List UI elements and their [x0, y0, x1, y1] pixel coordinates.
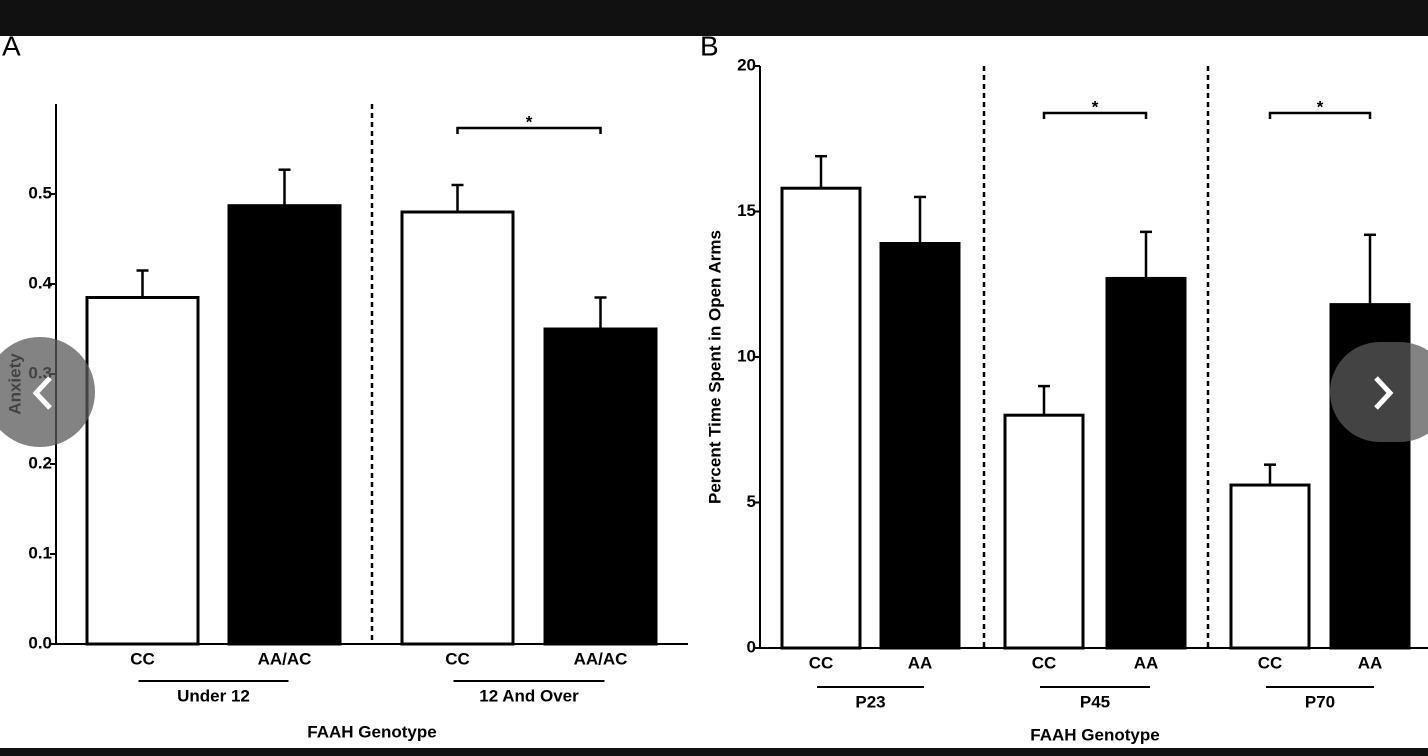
significance-bracket	[1268, 111, 1372, 119]
significance-label: *	[526, 112, 533, 131]
significance-label: *	[1317, 97, 1324, 116]
bar	[1003, 413, 1085, 650]
x-axis-label: FAAH Genotype	[1030, 725, 1159, 744]
bar	[780, 186, 862, 650]
x-axis-label: FAAH Genotype	[307, 722, 436, 741]
significance-bracket	[1042, 111, 1148, 119]
bar	[400, 210, 515, 646]
group-label: P70	[1305, 692, 1335, 711]
x-tick-label: CC	[809, 653, 834, 672]
bar	[1105, 276, 1187, 650]
y-tick-label: 0.1	[28, 543, 52, 562]
top-bar	[0, 0, 1428, 36]
x-tick-label: AA	[908, 653, 933, 672]
bar	[1229, 483, 1311, 650]
y-tick-label: 0.0	[28, 633, 52, 652]
bottom-bar	[0, 748, 1428, 756]
bar	[227, 204, 342, 646]
x-tick-label: AA/AC	[258, 649, 312, 668]
x-tick-label: CC	[1258, 653, 1283, 672]
y-tick-label: 10	[737, 346, 756, 365]
y-tick-label: 0.5	[28, 183, 52, 202]
next-button[interactable]	[1330, 342, 1428, 442]
x-tick-label: CC	[130, 649, 155, 668]
y-axis-label: Percent Time Spent in Open Arms	[705, 230, 724, 504]
y-tick-label: 20	[737, 55, 756, 74]
group-label: P23	[855, 692, 885, 711]
bar	[543, 327, 658, 646]
x-tick-label: AA	[1134, 653, 1159, 672]
group-label: Under 12	[177, 686, 250, 705]
charts: A0.00.10.20.30.40.5AnxietyFAAH GenotypeC…	[2, 30, 1428, 744]
y-tick-label: 0.2	[28, 453, 52, 472]
x-tick-label: AA	[1358, 653, 1383, 672]
significance-label: *	[1092, 97, 1099, 116]
y-tick-label: 15	[737, 201, 756, 220]
y-tick-label: 5	[747, 492, 756, 511]
prev-button[interactable]	[0, 337, 95, 447]
bar	[879, 242, 961, 650]
significance-bracket	[456, 126, 602, 134]
x-tick-label: CC	[445, 649, 470, 668]
y-tick-label: 0	[747, 637, 756, 656]
bar	[85, 296, 200, 646]
y-tick-label: 0.4	[28, 273, 52, 292]
panel-label: A	[2, 30, 21, 61]
x-tick-label: CC	[1032, 653, 1057, 672]
group-label: P45	[1080, 692, 1110, 711]
panel-label: B	[700, 30, 719, 61]
x-tick-label: AA/AC	[574, 649, 628, 668]
group-label: 12 And Over	[479, 686, 579, 705]
